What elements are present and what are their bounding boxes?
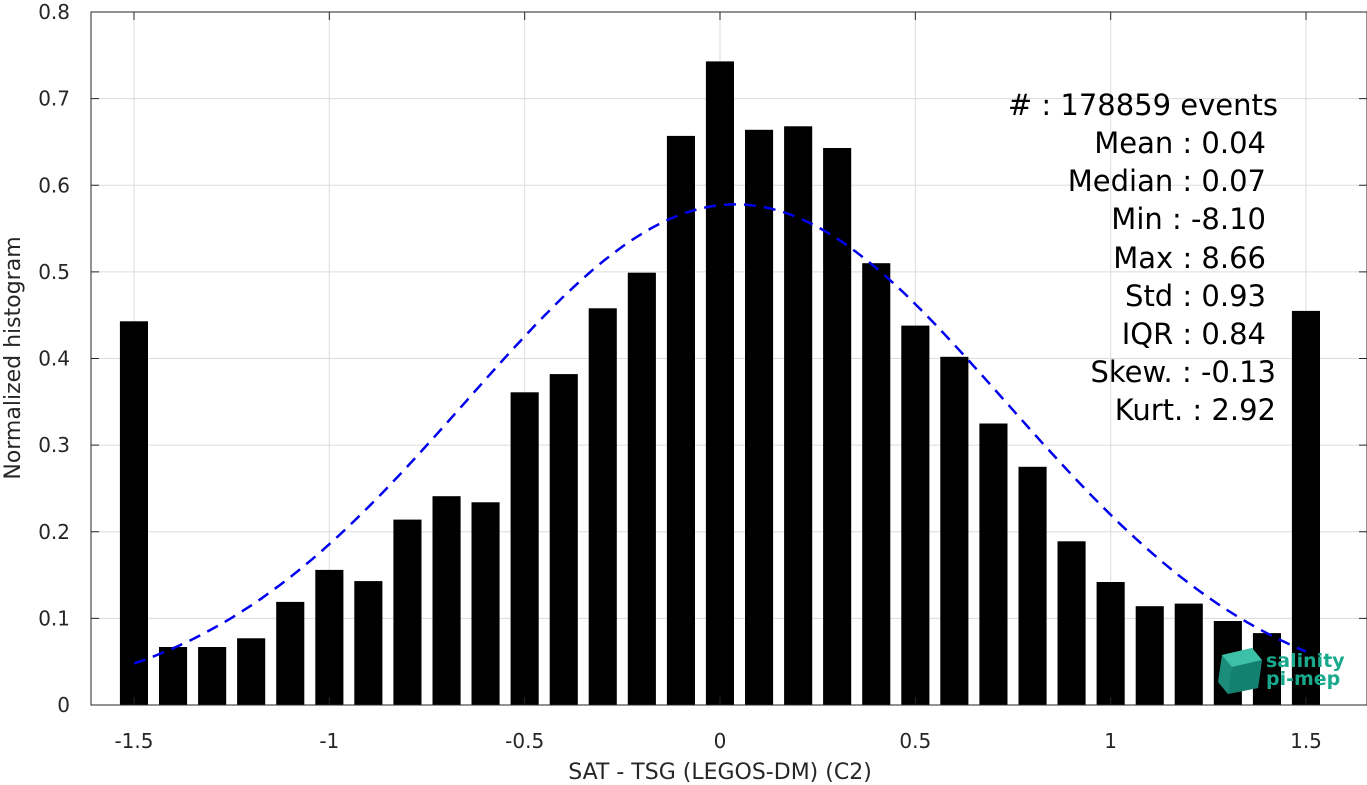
histogram-bar	[1135, 606, 1164, 705]
salinity-pimep-logo: salinity pi-mep	[1218, 648, 1345, 694]
y-axis-label: Normalized histogram	[1, 236, 26, 479]
histogram-bar	[705, 61, 734, 705]
stat-std: Std : 0.93	[1125, 279, 1266, 313]
y-axis-ticks: 0 0.1 0.2 0.3 0.4 0.5 0.6 0.7 0.8	[38, 0, 1367, 717]
histogram-bar	[119, 321, 148, 705]
y-tick-label: 0.5	[38, 260, 70, 284]
histogram-bar	[627, 272, 656, 705]
x-axis-label: SAT - TSG (LEGOS-DM) (C2)	[568, 760, 872, 785]
x-tick-label: 0	[714, 729, 727, 753]
y-tick-label: 0.3	[38, 433, 70, 457]
stat-min: Min : -8.10	[1111, 202, 1266, 236]
histogram-bar	[510, 392, 539, 705]
x-tick-label: -1.5	[114, 729, 153, 753]
histogram-bar	[901, 325, 930, 705]
x-tick-label: 1	[1104, 729, 1117, 753]
histogram-bars	[119, 61, 1320, 706]
histogram-bar	[276, 601, 305, 705]
histogram-bar	[1018, 466, 1047, 705]
stat-skew: Skew. : -0.13	[1090, 355, 1276, 389]
histogram-bar	[315, 569, 344, 705]
histogram-bar	[1291, 310, 1320, 705]
histogram-bar	[198, 647, 227, 705]
stats-box: # : 178859 events Mean : 0.04 Median : 0…	[1008, 88, 1278, 427]
logo-text-pimep: pi-mep	[1266, 668, 1340, 690]
histogram-bar	[432, 496, 461, 705]
histogram-bar	[979, 423, 1008, 705]
histogram-bar	[393, 519, 422, 705]
histogram-bar	[862, 263, 891, 705]
histogram-bar	[549, 374, 578, 705]
stat-events: # : 178859 events	[1008, 88, 1278, 122]
x-tick-label: -0.5	[505, 729, 544, 753]
histogram-bar	[1096, 582, 1125, 705]
x-axis-ticks: -1.5 -1 -0.5 0 0.5 1 1.5	[114, 12, 1322, 753]
histogram-bar	[745, 129, 774, 706]
y-tick-label: 0.7	[38, 87, 70, 111]
stat-mean: Mean : 0.04	[1094, 126, 1266, 160]
histogram-bar	[823, 148, 852, 705]
y-tick-label: 0.8	[38, 0, 70, 24]
stat-kurt: Kurt. : 2.92	[1115, 393, 1276, 427]
y-tick-label: 0	[57, 693, 70, 717]
histogram-bar	[1057, 541, 1086, 705]
logo-text-salinity: salinity	[1266, 650, 1345, 672]
cube-icon	[1218, 648, 1262, 694]
histogram-bar	[354, 581, 383, 705]
stat-max: Max : 8.66	[1113, 241, 1266, 275]
stat-iqr: IQR : 0.84	[1122, 317, 1266, 351]
y-tick-label: 0.6	[38, 173, 70, 197]
normal-fit-curve	[133, 203, 1307, 665]
histogram-bar	[666, 135, 695, 705]
histogram-bar	[237, 638, 266, 705]
x-tick-label: 1.5	[1290, 729, 1322, 753]
x-tick-label: -1	[319, 729, 339, 753]
histogram-bar	[471, 502, 500, 705]
histogram-bar	[159, 647, 188, 705]
y-tick-label: 0.4	[38, 347, 70, 371]
y-tick-label: 0.2	[38, 520, 70, 544]
histogram-bar	[940, 356, 969, 705]
x-tick-label: 0.5	[899, 729, 931, 753]
y-tick-label: 0.1	[38, 606, 70, 630]
histogram-bar	[588, 308, 617, 705]
histogram-bar	[1174, 603, 1203, 705]
stat-median: Median : 0.07	[1068, 164, 1266, 198]
